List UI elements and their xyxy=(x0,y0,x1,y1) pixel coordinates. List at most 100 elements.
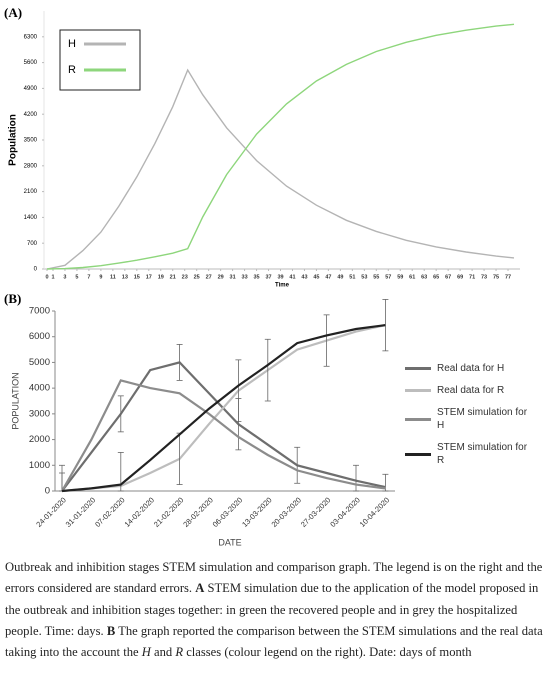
x-tick-label: 53 xyxy=(361,274,367,280)
legend-item: STEM simulation for H xyxy=(405,406,545,432)
y-tick-label: 0 xyxy=(34,267,38,273)
y-axis-title: Population xyxy=(8,114,19,166)
y-tick-label: 2100 xyxy=(24,189,38,195)
x-tick-label: 71 xyxy=(469,274,475,280)
x-tick-label: 15 xyxy=(134,274,140,280)
legend-item: STEM simulation for R xyxy=(405,441,545,467)
x-tick-label: 11 xyxy=(110,274,116,280)
caption: Outbreak and inhibition stages STEM simu… xyxy=(5,557,547,663)
caption-text: and xyxy=(150,645,176,660)
x-tick-label: 63 xyxy=(421,274,427,280)
x-tick-label: 57 xyxy=(385,274,391,280)
x-tick-label: 28-02-2020 xyxy=(181,495,214,528)
x-tick-label: 47 xyxy=(325,274,331,280)
y-tick-label: 6300 xyxy=(24,34,38,40)
caption-text: STEM simulation due to the application o… xyxy=(5,581,539,638)
x-tick-label: 75 xyxy=(493,274,499,280)
y-tick-label: 4000 xyxy=(29,383,50,394)
charts: (A) (B) Time Population DATE POPULATION … xyxy=(4,5,520,547)
error-bar xyxy=(117,395,124,433)
x-tick-label: 06-03-2020 xyxy=(211,495,244,528)
error-bar xyxy=(353,464,359,492)
x-tick-label: 73 xyxy=(481,274,487,280)
y-tick-label: 7000 xyxy=(29,306,50,317)
x-tick-label: 13-03-2020 xyxy=(240,495,273,528)
x-tick-label: 17 xyxy=(146,274,152,280)
error-bar xyxy=(294,446,301,484)
x-axis-title: DATE xyxy=(218,537,241,547)
x-tick-label: 61 xyxy=(409,274,415,280)
x-tick-label: 21 xyxy=(170,274,176,280)
x-tick-label: 29 xyxy=(218,274,224,280)
error-bar xyxy=(176,344,183,381)
x-tick-label: 24-01-2020 xyxy=(34,495,67,528)
caption-text: B xyxy=(106,623,116,638)
x-tick-label: 77 xyxy=(505,274,511,280)
x-tick-label: 41 xyxy=(289,274,295,280)
error-bar xyxy=(264,338,271,402)
y-tick-label: 1400 xyxy=(24,215,38,221)
x-tick-label: 31 xyxy=(230,274,236,280)
x-tick-label: 45 xyxy=(313,274,319,280)
legend-box xyxy=(59,29,141,91)
error-bar xyxy=(323,314,330,367)
legend-label: Real data for H xyxy=(437,363,505,374)
legend: Real data for H Real data for R STEM simul… xyxy=(405,362,545,476)
x-tick-label: 0 xyxy=(45,274,48,280)
x-tick-label: 27-03-2020 xyxy=(299,495,332,528)
y-tick-label: 0 xyxy=(45,486,50,497)
x-tick-label: 10-04-2020 xyxy=(358,495,391,528)
y-tick-label: 2000 xyxy=(29,434,50,445)
x-tick-label: 67 xyxy=(445,274,451,280)
caption-text: The graph reported the comparison betwee… xyxy=(5,623,543,660)
x-tick-label: 35 xyxy=(253,274,259,280)
y-tick-label: 1000 xyxy=(29,460,50,471)
line xyxy=(61,324,386,493)
legend-label: STEM simulation for H xyxy=(437,407,528,431)
x-axis-title: Time xyxy=(275,283,290,289)
caption-text: H xyxy=(141,645,151,660)
x-tick-label: 25 xyxy=(194,274,200,280)
y-tick-label: 6000 xyxy=(29,331,50,342)
line xyxy=(61,324,386,493)
x-tick-label: 55 xyxy=(373,274,379,280)
panel-label: (A) xyxy=(4,5,22,20)
legend-swatch xyxy=(405,389,431,392)
x-tick-label: 20-03-2020 xyxy=(270,495,303,528)
x-tick-label: 23 xyxy=(182,274,188,280)
x-tick-label: 3 xyxy=(63,274,66,280)
legend-swatch xyxy=(405,367,431,370)
x-tick-label: 43 xyxy=(301,274,307,280)
legend-label: H xyxy=(68,38,76,50)
x-tick-label: 33 xyxy=(242,274,248,280)
line xyxy=(46,68,515,270)
x-tick-label: 49 xyxy=(337,274,343,280)
x-tick-label: 37 xyxy=(265,274,271,280)
x-tick-label: 59 xyxy=(397,274,403,280)
y-tick-label: 3000 xyxy=(29,408,50,419)
y-tick-label: 5000 xyxy=(29,357,50,368)
caption-text: Outbreak and inhibition stages STEM simu… xyxy=(5,560,543,596)
x-tick-label: 51 xyxy=(349,274,355,280)
x-tick-label: 14-02-2020 xyxy=(123,495,156,528)
legend-label: Real data for R xyxy=(437,385,505,396)
x-tick-label: 7 xyxy=(87,274,90,280)
y-tick-label: 2800 xyxy=(24,163,38,169)
caption-text: R xyxy=(175,645,184,660)
x-tick-label: 21-02-2020 xyxy=(152,495,185,528)
x-tick-label: 69 xyxy=(457,274,463,280)
x-tick-label: 13 xyxy=(122,274,128,280)
x-tick-label: 9 xyxy=(99,274,102,280)
legend-label: STEM simulation for R xyxy=(437,442,528,466)
x-tick-label: 27 xyxy=(206,274,212,280)
legend-item: Real data for H xyxy=(405,362,545,375)
line xyxy=(46,23,515,270)
y-tick-label: 700 xyxy=(27,241,38,247)
caption-text: A xyxy=(195,581,205,596)
caption-text: classes (colour legend on the right). Da… xyxy=(183,645,472,660)
x-tick-label: 31-01-2020 xyxy=(64,495,97,528)
x-tick-label: 5 xyxy=(75,274,78,280)
x-tick-label: 39 xyxy=(277,274,283,280)
legend-swatch xyxy=(405,417,431,421)
panel-label: (B) xyxy=(4,291,21,306)
